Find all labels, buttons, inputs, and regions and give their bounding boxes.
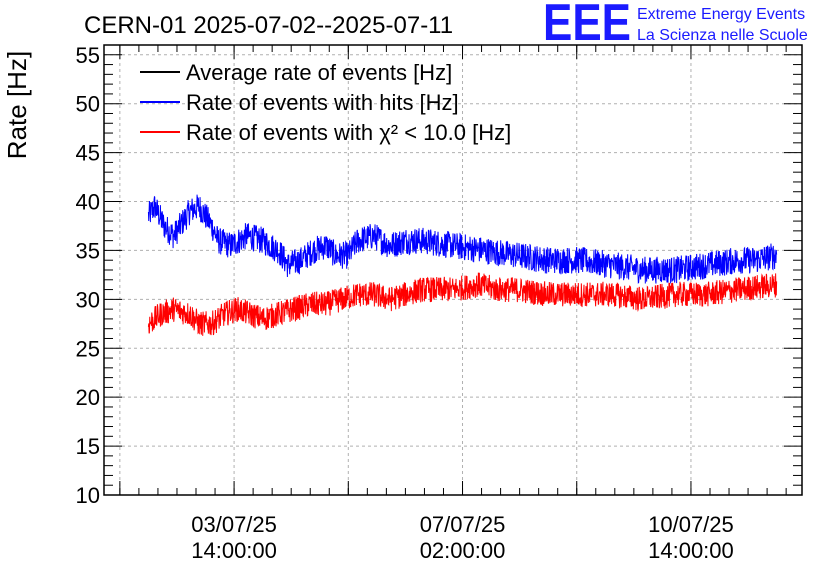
plot-frame (103, 44, 803, 496)
x-tick-date: 03/07/25 (191, 512, 277, 537)
series-layer (147, 194, 778, 336)
y-tick-label: 50 (76, 92, 100, 117)
x-tick-time: 02:00:00 (420, 538, 506, 563)
eee-logo: EEE Extreme Energy Events La Scienza nel… (543, 0, 808, 52)
legend-label: Average rate of events [Hz] (186, 60, 452, 85)
axes: 1015202530354045505503/07/2514:00:0007/0… (76, 43, 803, 563)
x-tick-time: 14:00:00 (191, 538, 277, 563)
logo-line-1: Extreme Energy Events (637, 6, 805, 23)
logo-line-2: La Scienza nelle Scuole (637, 27, 808, 44)
series-line-chi2 (147, 272, 778, 336)
y-tick-label: 40 (76, 190, 100, 215)
x-tick-date: 10/07/25 (648, 512, 734, 537)
y-tick-label: 35 (76, 238, 100, 263)
y-axis-title: Rate [Hz] (2, 51, 32, 159)
y-tick-label: 15 (76, 434, 100, 459)
x-tick-date: 07/07/25 (420, 512, 506, 537)
x-tick-time: 14:00:00 (648, 538, 734, 563)
y-tick-label: 45 (76, 141, 100, 166)
y-tick-label: 30 (76, 287, 100, 312)
y-tick-label: 10 (76, 483, 100, 508)
legend-label: Rate of events with χ² < 10.0 [Hz] (186, 120, 511, 145)
grid-lines (104, 45, 802, 496)
logo-mark: EEE (543, 0, 631, 52)
legend-label: Rate of events with hits [Hz] (186, 90, 459, 115)
y-tick-label: 55 (76, 43, 100, 68)
chart-title: CERN-01 2025-07-02--2025-07-11 (84, 12, 453, 39)
legend: Average rate of events [Hz] Rate of event… (140, 60, 511, 145)
series-line-hits (147, 194, 778, 284)
y-tick-label: 20 (76, 385, 100, 410)
y-tick-label: 25 (76, 336, 100, 361)
